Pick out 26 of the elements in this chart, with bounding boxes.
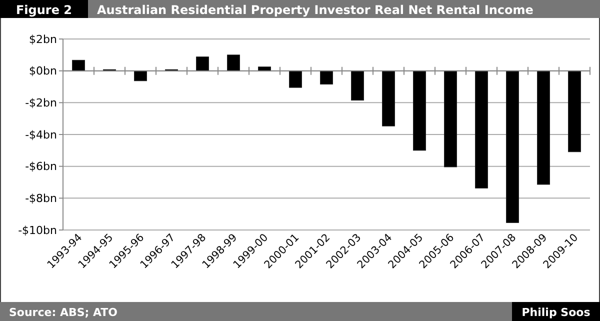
- bar: [537, 70, 550, 185]
- bar: [72, 60, 85, 72]
- bar: [258, 66, 271, 72]
- bar: [444, 70, 457, 168]
- bar: [289, 70, 302, 88]
- chart-title: Australian Residential Property Investor Real Net Rental Income: [97, 3, 534, 17]
- bar: [506, 70, 519, 223]
- bar: [382, 70, 395, 126]
- y-tick-label: -$4bn: [25, 128, 58, 142]
- bar: [134, 70, 147, 82]
- bar: [413, 70, 426, 151]
- caption: Figure 2: [16, 3, 72, 17]
- bar: [475, 70, 488, 188]
- y-tick-label: -$6bn: [25, 160, 58, 174]
- y-tick-label: -$8bn: [25, 192, 58, 206]
- bar: [351, 70, 364, 101]
- bar: [320, 70, 333, 84]
- text: Philip Soos: [522, 306, 591, 319]
- source-note: Source: ABS; ATO: [9, 306, 118, 319]
- y-tick-label: -$2bn: [25, 96, 58, 110]
- bar: [227, 54, 240, 72]
- bar: [568, 70, 581, 152]
- y-tick-label: -$10bn: [18, 224, 58, 237]
- y-tick-label: $0bn: [29, 64, 58, 78]
- bar: [196, 56, 209, 72]
- y-tick-label: $2bn: [29, 32, 58, 46]
